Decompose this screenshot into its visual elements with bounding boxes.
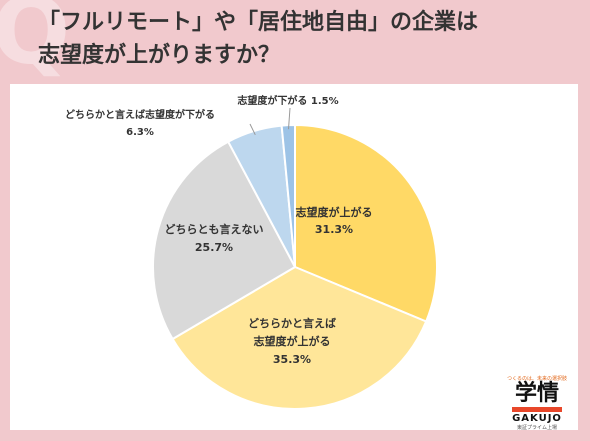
logo-accent-bar	[512, 407, 562, 412]
slice-name: どちらかと言えば志望度が下がる	[65, 108, 215, 121]
pie-slice-0	[294, 123, 438, 323]
question-title: 「フルリモート」や「居住地自由」の企業は 志望度が上がりますか？	[38, 6, 578, 72]
slice-label-s4: 志望度が下がる 1.5%	[237, 94, 338, 107]
pie-slices	[152, 123, 438, 410]
slice-label-s0: 志望度が上がる 31.3%	[296, 205, 373, 236]
slice-label-s2: どちらとも言えない 25.7%	[165, 222, 264, 254]
gakujo-logo: つくるのは、未来の選択肢 学情 GAKUJO 東証プライム上場	[506, 375, 568, 431]
slice-value: 31.3%	[315, 223, 353, 236]
slice-name: 志望度が上がる	[296, 205, 373, 219]
q-watermark: Q	[0, 0, 71, 85]
slice-name: 志望度が上がる	[254, 334, 331, 348]
pie-chart: 志望度が上がる 31.3% どちらかと言えば 志望度が上がる 35.3% どちら…	[65, 94, 438, 410]
slice-name-value: 志望度が下がる 1.5%	[237, 94, 338, 107]
slice-name: どちらかと言えば	[248, 316, 336, 330]
logo-tagline: つくるのは、未来の選択肢	[507, 376, 567, 382]
logo-english: GAKUJO	[512, 413, 562, 424]
slice-name: どちらとも言えない	[165, 222, 264, 236]
chart-panel: 志望度が上がる 31.3% どちらかと言えば 志望度が上がる 35.3% どちら…	[10, 84, 578, 430]
slice-value: 25.7%	[195, 241, 233, 254]
title-line-2: 志望度が上がりますか？	[38, 43, 281, 68]
leader-line-s4	[288, 107, 291, 130]
pie-slice-2	[152, 140, 297, 341]
slice-value: 6.3%	[126, 127, 154, 138]
slice-value: 35.3%	[273, 353, 311, 366]
slice-label-s3: どちらかと言えば志望度が下がる 6.3%	[65, 108, 215, 138]
leader-line-s3	[249, 123, 256, 136]
slice-label-s1: どちらかと言えば 志望度が上がる 35.3%	[248, 316, 336, 366]
logo-kanji: 学情	[514, 381, 559, 406]
title-line-1: 「フルリモート」や「居住地自由」の企業は	[38, 10, 479, 35]
logo-subtext: 東証プライム上場	[517, 425, 557, 431]
